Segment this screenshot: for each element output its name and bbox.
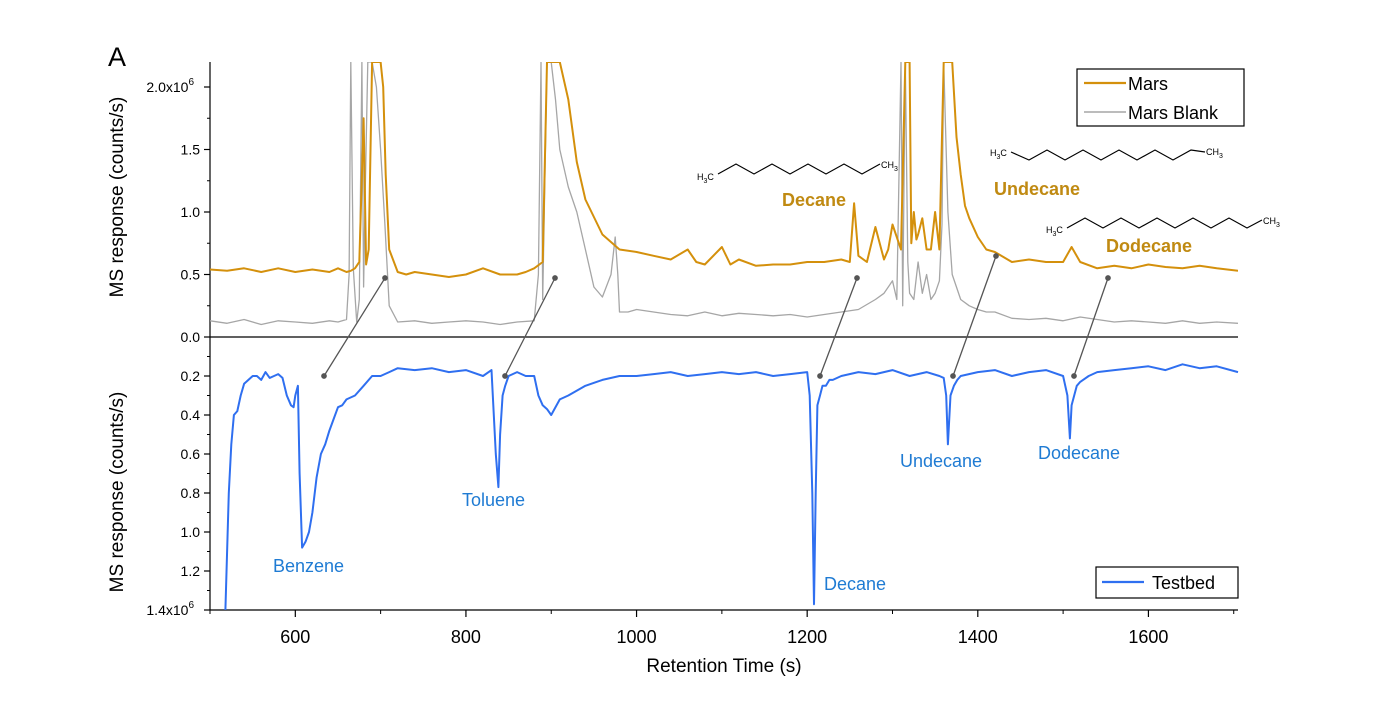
x-tick-label: 1600 <box>1128 627 1168 647</box>
mars-chart: 0.0 0.5 1.0 1.5 2.0x106 <box>146 62 1238 345</box>
mars-y-ticks: 0.0 0.5 1.0 1.5 2.0x106 <box>146 77 210 345</box>
mars-legend: Mars Mars Blank <box>1076 68 1245 127</box>
decane-structure-left: H3C <box>697 172 714 185</box>
testbed-y-tick-label: 1.4x106 <box>146 600 194 618</box>
mars-y-tick-exponent: 6 <box>188 77 194 88</box>
dodecane-chain <box>1066 217 1263 229</box>
x-tick-label: 600 <box>280 627 310 647</box>
panel-label: A <box>108 42 126 72</box>
arrow-toluene-tail <box>502 373 508 379</box>
arrow-toluene-head <box>552 275 558 281</box>
x-tick-label: 800 <box>451 627 481 647</box>
testbed-label-undecane: Undecane <box>900 451 982 471</box>
arrow-undecane-tail <box>950 373 956 379</box>
x-tick-label: 1000 <box>617 627 657 647</box>
decane-structure: H3C CH3 <box>697 160 898 185</box>
arrow-benzene-head <box>382 275 388 281</box>
undecane-chain <box>1010 149 1206 161</box>
undecane-structure-right: CH3 <box>1206 147 1223 160</box>
testbed-legend: Testbed <box>1095 566 1239 599</box>
arrow-decane <box>819 277 858 377</box>
mars-y-tick-label: 1.0 <box>181 204 201 220</box>
mars-y-tick-label: 0.5 <box>181 267 201 283</box>
x-tick-label: 1200 <box>787 627 827 647</box>
mars-line <box>210 62 1238 278</box>
x-axis-title: Retention Time (s) <box>646 656 801 677</box>
testbed-series <box>224 363 1239 611</box>
arrow-dodecane-head <box>1105 275 1111 281</box>
mars-y-tick-label: 0.0 <box>181 329 201 345</box>
testbed-label-benzene: Benzene <box>273 556 344 576</box>
arrow-decane-head <box>854 275 860 281</box>
decane-chain <box>717 163 881 175</box>
testbed-label-dodecane: Dodecane <box>1038 443 1120 463</box>
mars-label-undecane: Undecane <box>994 179 1080 199</box>
testbed-y-tick-exponent: 6 <box>188 600 194 611</box>
arrow-undecane-head <box>993 253 999 259</box>
mars-legend-label: Mars <box>1128 74 1168 94</box>
arrow-benzene <box>323 277 386 377</box>
undecane-structure: H3C CH3 <box>990 147 1223 161</box>
arrow-undecane <box>952 255 997 377</box>
testbed-y-tick-label: 0.8 <box>181 485 201 501</box>
testbed-y-tick-label: 1.0 <box>181 524 201 540</box>
mars-legend-box <box>1076 68 1245 127</box>
testbed-y-tick-label: 0.4 <box>181 407 201 423</box>
x-tick-label: 1400 <box>958 627 998 647</box>
testbed-y-axis-title: MS response (counts/s) <box>107 392 128 593</box>
mars-series <box>210 62 1238 326</box>
mars-y-tick-label: 2.0x106 <box>146 77 194 95</box>
mars-y-axis-title: MS response (counts/s) <box>107 97 128 298</box>
connector-arrows <box>321 253 1111 379</box>
arrow-benzene-tail <box>321 373 327 379</box>
decane-structure-right: CH3 <box>881 160 898 173</box>
testbed-y-tick-label: 0.6 <box>181 446 201 462</box>
testbed-line <box>224 363 1239 611</box>
arrow-toluene <box>504 277 556 377</box>
testbed-y-tick-label: 0.2 <box>181 368 201 384</box>
testbed-legend-label: Testbed <box>1152 573 1215 593</box>
dodecane-structure-right: CH3 <box>1263 216 1280 229</box>
testbed-label-toluene: Toluene <box>462 490 525 510</box>
undecane-structure-left: H3C <box>990 148 1007 161</box>
mars-label-dodecane: Dodecane <box>1106 236 1192 256</box>
mars-blank-legend-label: Mars Blank <box>1128 103 1219 123</box>
testbed-label-decane: Decane <box>824 574 886 594</box>
arrow-dodecane <box>1073 277 1109 377</box>
arrow-dodecane-tail <box>1071 373 1077 379</box>
dodecane-structure: H3C CH3 <box>1046 216 1280 238</box>
testbed-y-ticks: 0.2 0.4 0.6 0.8 1.0 1.2 1.4x106 <box>146 356 210 618</box>
testbed-y-tick-label: 1.2 <box>181 563 201 579</box>
arrow-decane-tail <box>817 373 823 379</box>
dodecane-structure-left: H3C <box>1046 225 1063 238</box>
mars-label-decane: Decane <box>782 190 846 210</box>
x-ticks: 600 800 1000 1200 1400 1600 <box>209 610 1235 647</box>
testbed-chart: 0.2 0.4 0.6 0.8 1.0 1.2 1.4x106 600 800 1000 1200… <box>146 337 1239 647</box>
mars-y-tick-label: 1.5 <box>181 142 201 158</box>
